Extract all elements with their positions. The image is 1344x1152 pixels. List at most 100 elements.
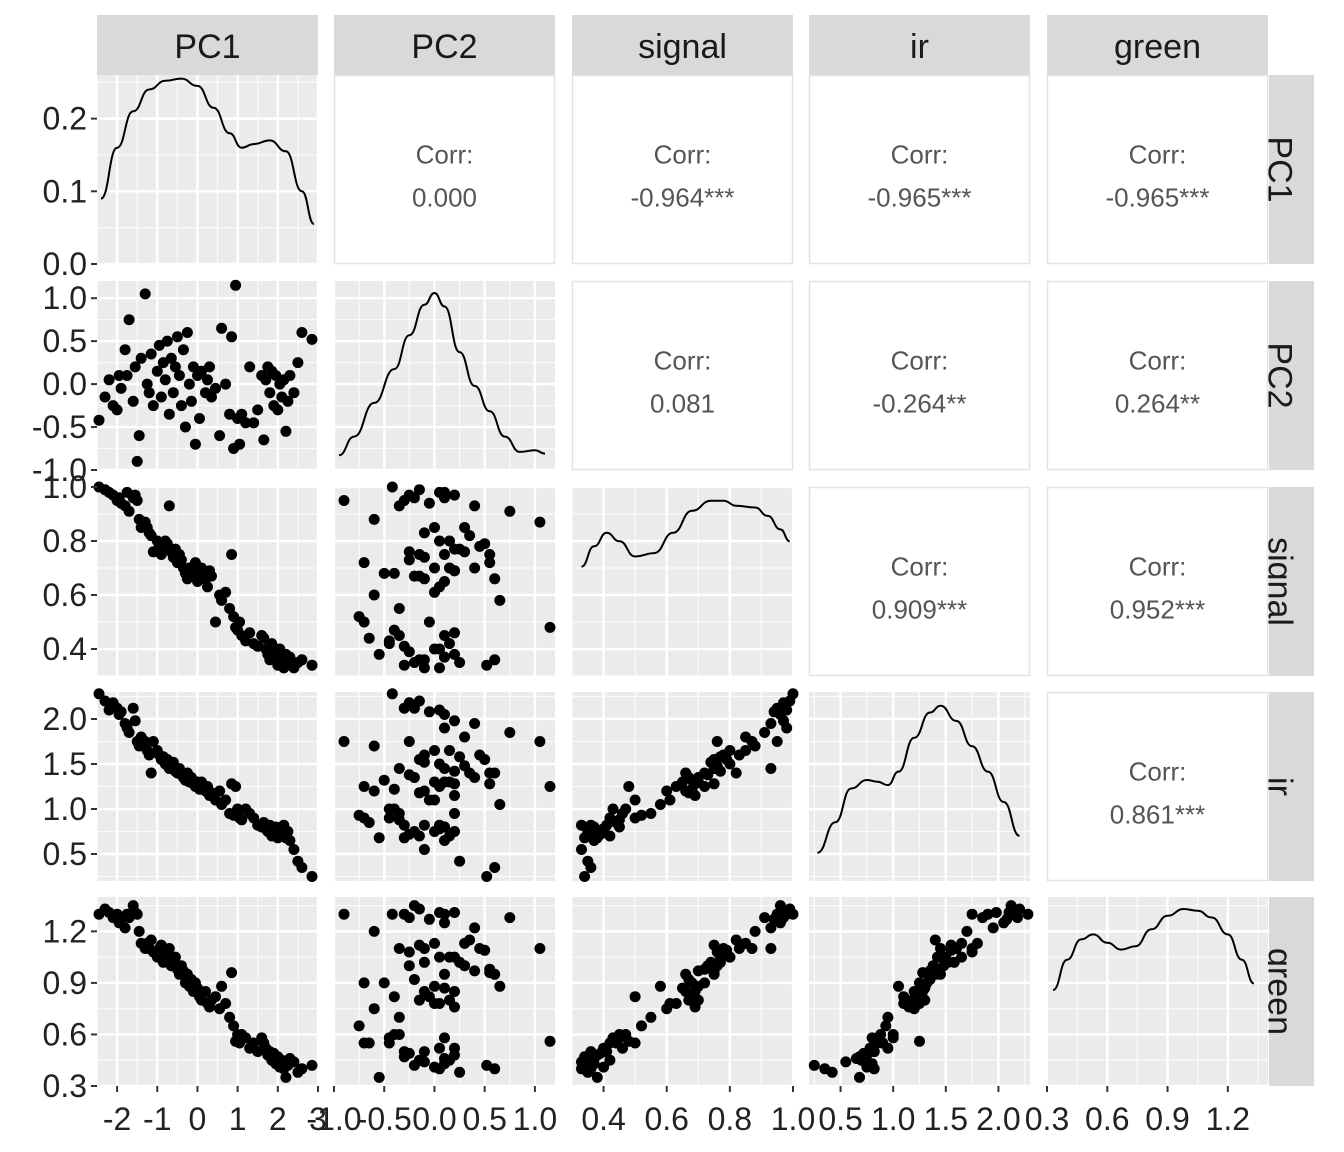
scatter-point: [645, 808, 657, 819]
right-strip-PC1: [1269, 75, 1314, 264]
scatter-point: [368, 1003, 380, 1015]
scatter-point: [494, 594, 506, 606]
scatter-point: [534, 943, 546, 954]
scatter-point: [439, 982, 450, 994]
x-tick-label: 0.5: [462, 1101, 506, 1137]
scatter-point: [469, 500, 481, 512]
scatter-point: [459, 731, 471, 743]
scatter-point: [383, 638, 395, 650]
x-tick-label: -1.0: [306, 1101, 361, 1137]
scatter-point: [875, 1029, 887, 1040]
scatter-point: [284, 835, 296, 846]
panel-PC1-PC1: [96, 75, 320, 266]
scatter-point: [765, 943, 777, 954]
scatter-point: [464, 530, 476, 542]
scatter-point: [459, 522, 471, 533]
top-strip-PC1: [97, 15, 318, 75]
scatter-point: [585, 862, 597, 873]
scatter-point: [358, 977, 370, 989]
x-tick-label: 0.5: [818, 1101, 862, 1137]
scatter-point: [131, 455, 143, 467]
scatter-point: [544, 1035, 556, 1047]
scatter-point: [439, 835, 450, 846]
scatter-point: [733, 943, 745, 954]
scatter-point: [226, 549, 238, 560]
x-tick-label: 1.0: [871, 1101, 915, 1137]
scatter-point: [449, 1001, 460, 1013]
scatter-point: [403, 736, 415, 747]
scatter-point: [444, 745, 455, 756]
scatter-point: [220, 998, 232, 1009]
scatter-point: [439, 549, 450, 560]
scatter-point: [1005, 900, 1017, 912]
scatter-point: [272, 404, 284, 416]
scatter-point: [260, 374, 272, 386]
scatter-point: [236, 408, 248, 420]
scatter-point: [721, 754, 733, 765]
scatter-point: [629, 991, 641, 1003]
y-tick-label: 0.5: [43, 836, 87, 872]
scatter-point: [244, 627, 256, 639]
scatter-point: [413, 994, 425, 1006]
scatter-point: [200, 986, 211, 997]
scatter-point: [481, 1059, 493, 1071]
scatter-point: [576, 844, 587, 855]
scatter-point: [919, 982, 931, 994]
scatter-point: [216, 980, 228, 992]
scatter-point: [481, 659, 493, 671]
scatter-point: [882, 1011, 894, 1023]
y-tick-label: 1.5: [43, 746, 87, 782]
y-tick-label: 0.0: [43, 366, 87, 402]
scatter-point: [504, 727, 516, 738]
scatter-point: [139, 736, 151, 747]
scatter-point: [232, 803, 244, 815]
scatter-point: [469, 965, 481, 977]
scatter-point: [413, 570, 425, 582]
scatter-point: [418, 756, 430, 768]
scatter-point: [469, 562, 481, 574]
scatter-point: [906, 994, 918, 1006]
scatter-point: [151, 365, 163, 377]
corr-value: 0.952***: [1110, 595, 1205, 625]
scatter-point: [403, 946, 415, 958]
y-tick-label: -0.5: [32, 409, 87, 445]
scatter-point: [591, 1071, 603, 1083]
scatter-point: [469, 922, 481, 934]
corr-label: Corr:: [654, 346, 712, 376]
scatter-point: [439, 917, 450, 929]
scatter-point: [778, 715, 789, 727]
scatter-point: [210, 991, 221, 1003]
scatter-point: [489, 654, 501, 666]
scatter-point: [418, 551, 430, 563]
scatter-point: [459, 960, 471, 972]
scatter-point: [183, 378, 195, 390]
scatter-point: [363, 632, 375, 644]
y-tick-label: 1.2: [43, 913, 87, 949]
corr-value: 0.000: [412, 183, 477, 213]
scatter-point: [353, 1020, 365, 1032]
scatter-point: [771, 736, 783, 747]
corr-panel-bg: [571, 74, 794, 265]
scatter-point: [977, 912, 989, 924]
scatter-point: [449, 790, 460, 801]
scatter-point: [636, 1020, 647, 1032]
panel-green-PC2: [332, 897, 556, 1088]
scatter-point: [444, 535, 455, 547]
scatter-point: [306, 871, 318, 882]
scatter-point: [181, 327, 193, 338]
scatter-point: [423, 497, 435, 509]
scatter-point: [434, 819, 445, 831]
scatter-point: [454, 751, 466, 763]
scatter-point: [708, 939, 720, 951]
panel-PC2-PC1: [93, 279, 320, 472]
scatter-point: [759, 912, 771, 924]
corr-value: -0.965***: [1105, 183, 1209, 213]
scatter-point: [449, 986, 460, 997]
corr-label: Corr:: [891, 552, 949, 582]
scatter-point: [373, 832, 385, 844]
y-tick-label: 0.3: [43, 1068, 87, 1104]
top-strip-label-PC1: PC1: [174, 28, 240, 66]
scatter-point: [210, 382, 221, 394]
scatter-point: [210, 616, 221, 628]
corr-panel-bg: [808, 74, 1031, 265]
